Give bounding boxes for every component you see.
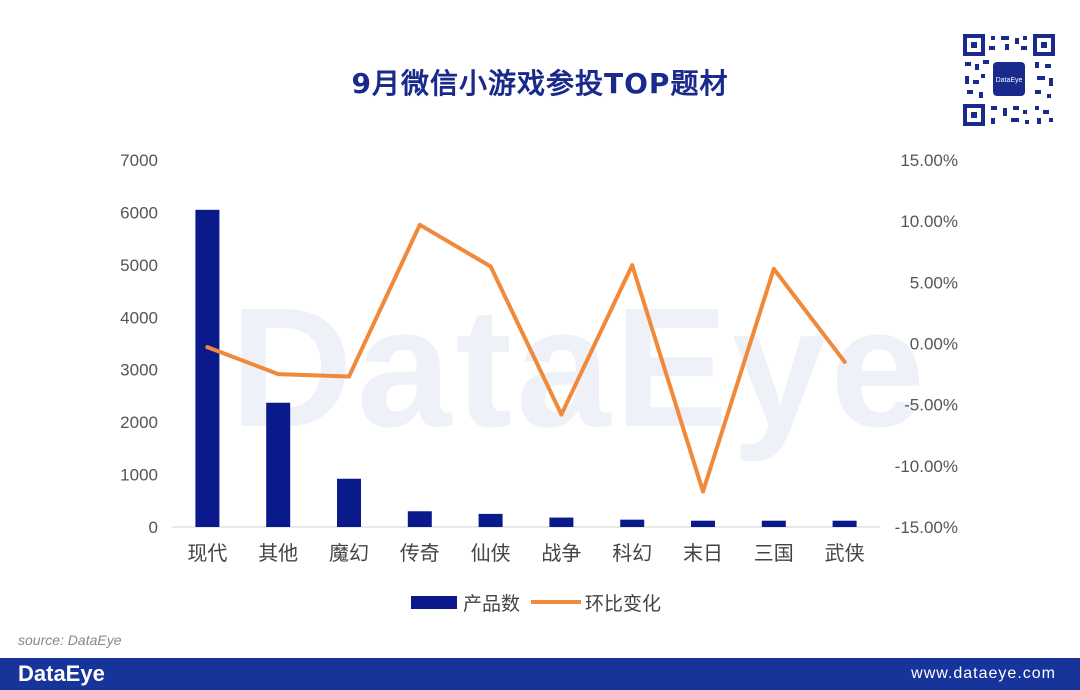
bar [620, 519, 645, 527]
right-tick-label: -10.00% [895, 457, 958, 476]
category-label: 其他 [258, 541, 298, 565]
category-label: 武侠 [825, 541, 865, 565]
line-point [417, 222, 422, 227]
right-axis: -15.00% -10.00% -5.00% 0.00% 5.00% 10.00% 15.0… [895, 151, 958, 537]
line-point [630, 263, 635, 268]
bar [549, 517, 574, 527]
line-point [842, 359, 847, 364]
right-tick-label: -5.00% [904, 396, 958, 415]
category-label: 战争 [541, 541, 581, 565]
bar [266, 402, 291, 527]
bar [691, 520, 715, 527]
combo-chart: 0 1000 2000 3000 4000 5000 6000 7000 -15.00% -10… [120, 151, 958, 615]
legend-bar-swatch [411, 596, 457, 609]
bar [478, 513, 503, 527]
right-tick-label: 15.00% [900, 151, 958, 170]
legend-label: 环比变化 [585, 593, 661, 615]
category-label: 仙侠 [471, 541, 511, 565]
left-tick-label: 6000 [120, 203, 158, 222]
line-point [701, 489, 705, 494]
left-axis: 0 1000 2000 3000 4000 5000 6000 7000 [120, 151, 158, 537]
bar [337, 478, 361, 527]
left-tick-label: 5000 [120, 256, 158, 275]
watermark: DataEye [230, 273, 929, 463]
line-point [205, 345, 210, 350]
bar [832, 520, 857, 527]
left-tick-label: 2000 [120, 413, 158, 432]
legend-label: 产品数 [463, 593, 520, 615]
left-tick-label: 4000 [120, 308, 158, 327]
footer-brand-logo: DataEye [18, 661, 105, 686]
line-point [488, 264, 493, 269]
left-tick-label: 7000 [120, 151, 158, 170]
line-point [771, 266, 776, 271]
source-note: source: DataEye [18, 632, 122, 648]
category-label: 现代 [187, 541, 227, 565]
category-label: 科幻 [612, 541, 652, 565]
footer-bar: DataEye www.dataeye.com [0, 658, 1080, 690]
line-point [347, 374, 351, 379]
category-label: 传奇 [400, 541, 440, 565]
category-label: 三国 [754, 541, 794, 565]
right-tick-label: -15.00% [895, 518, 958, 537]
line-point [276, 372, 281, 377]
left-tick-label: 0 [149, 518, 158, 537]
left-tick-label: 3000 [120, 361, 158, 380]
right-tick-label: 10.00% [900, 212, 958, 231]
bar [407, 511, 432, 527]
bar-series [195, 209, 857, 528]
chart-title: 9月微信小游戏参投TOP题材 [351, 67, 729, 100]
legend: 产品数 环比变化 [411, 593, 661, 615]
qr-code-icon: DataEye [961, 32, 1057, 128]
series-line [205, 222, 847, 494]
category-labels: 现代 其他 魔幻 传奇 仙侠 战争 科幻 末日 三国 武侠 [187, 541, 864, 565]
footer-url: www.dataeye.com [911, 665, 1056, 682]
bar [761, 520, 786, 527]
category-label: 魔幻 [329, 541, 369, 565]
bar [195, 209, 220, 528]
category-label: 末日 [683, 541, 723, 565]
right-tick-label: 0.00% [910, 335, 958, 354]
line-series [205, 222, 847, 494]
line-point [559, 412, 564, 417]
qr-center-label: DataEye [996, 77, 1023, 84]
right-tick-label: 5.00% [910, 273, 958, 292]
left-tick-label: 1000 [120, 466, 158, 485]
